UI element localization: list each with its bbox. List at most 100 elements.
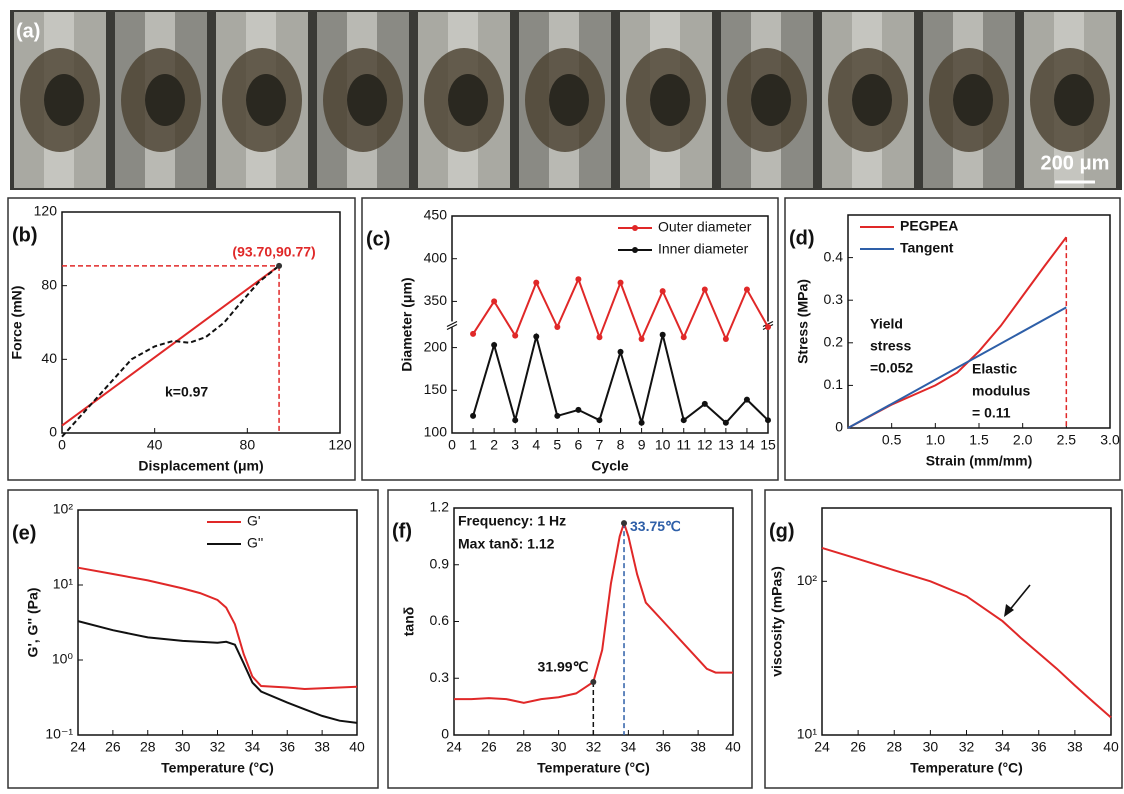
legend-label: Tangent [900, 240, 954, 256]
x-tick-label: 15 [760, 437, 776, 453]
legend-marker [632, 247, 638, 253]
data-point [596, 417, 603, 424]
x-tick-label: 40 [1103, 739, 1119, 755]
y-tick-label: 10¹ [797, 726, 818, 742]
x-tick-label: 8 [617, 437, 625, 453]
x-tick-label: 34 [245, 739, 261, 755]
x-tick-label: 3.0 [1100, 432, 1120, 448]
x-tick-label: 6 [575, 437, 583, 453]
y-tick-label: 10¹ [53, 576, 74, 592]
panel-label: (d) [789, 227, 815, 249]
point-label: 33.75℃ [630, 518, 681, 534]
y-tick-label: 0.3 [430, 669, 450, 685]
annotation: k=0.97 [165, 384, 208, 400]
y-axis-label: Stress (MPa) [795, 279, 811, 364]
x-tick-label: 5 [553, 437, 561, 453]
legend-label: Inner diameter [658, 241, 749, 257]
series-line [847, 236, 1068, 429]
series-line [77, 620, 358, 724]
x-tick-label: 2.0 [1013, 432, 1033, 448]
plot-frame [821, 507, 1112, 736]
y-tick-label: 40 [41, 350, 57, 366]
data-point [701, 286, 708, 293]
photo-strip [14, 12, 1116, 188]
y-tick-label: 0.9 [430, 555, 450, 571]
droplet-core [145, 74, 185, 126]
y-tick-label: 80 [41, 276, 57, 292]
panel-frame [784, 197, 1121, 481]
droplet-core [246, 74, 286, 126]
legend-marker [632, 225, 638, 231]
arrow-head [1004, 604, 1014, 617]
x-tick-label: 40 [725, 739, 741, 755]
panel-frame [361, 197, 779, 481]
panel-label: (c) [366, 228, 390, 250]
x-tick-label: 9 [638, 437, 646, 453]
droplet-core [44, 74, 84, 126]
data-point [743, 396, 750, 403]
x-tick-label: 26 [481, 739, 497, 755]
x-tick-label: 36 [279, 739, 295, 755]
series-line [61, 264, 280, 427]
data-point [617, 348, 624, 355]
x-tick-label: 40 [147, 437, 163, 453]
y-tick-label: 0.3 [824, 291, 844, 307]
point-label: (93.70,90.77) [232, 244, 315, 260]
x-tick-label: 26 [105, 739, 121, 755]
x-tick-label: 24 [70, 739, 86, 755]
x-tick-label: 0 [58, 437, 66, 453]
series-line [472, 332, 769, 427]
x-tick-label: 0.5 [882, 432, 902, 448]
x-tick-label: 0 [448, 437, 456, 453]
x-tick-label: 2 [490, 437, 498, 453]
y-tick-label: 120 [34, 203, 58, 219]
annotation: =0.052 [870, 360, 913, 376]
x-tick-label: 24 [446, 739, 462, 755]
data-point [512, 332, 519, 339]
legend-label: G'' [247, 535, 263, 551]
droplet-core [1054, 74, 1094, 126]
droplet-core [549, 74, 589, 126]
data-point [491, 342, 498, 349]
data-point [617, 279, 624, 286]
data-point [470, 330, 477, 337]
x-tick-label: 36 [1031, 739, 1047, 755]
data-point [638, 419, 645, 426]
x-axis-label: Temperature (°C) [161, 760, 274, 776]
data-point [722, 336, 729, 342]
droplet-core [953, 74, 993, 126]
highlight-point [621, 520, 628, 527]
data-point [638, 336, 645, 342]
x-tick-label: 32 [210, 739, 226, 755]
panel-label: (g) [769, 520, 795, 542]
x-axis-label: Temperature (°C) [910, 760, 1023, 776]
data-point [554, 324, 561, 331]
data-point [470, 412, 477, 419]
panel-label: (f) [392, 520, 412, 542]
y-axis-label: Force (mN) [9, 286, 25, 360]
legend-label: G' [247, 513, 261, 529]
x-tick-label: 14 [739, 437, 755, 453]
y-tick-label: 0.6 [430, 612, 450, 628]
y-tick-label: 10² [797, 572, 818, 588]
y-tick-label: 10² [53, 501, 74, 517]
x-tick-label: 3 [511, 437, 519, 453]
annotation: modulus [972, 383, 1031, 399]
y-axis-label: tanδ [401, 607, 417, 637]
x-tick-label: 1.0 [926, 432, 946, 448]
y-tick-label: 400 [424, 249, 448, 265]
droplet-core [448, 74, 488, 126]
x-tick-label: 30 [551, 739, 567, 755]
photo-panel: (a) 200 μm [10, 10, 1122, 190]
y-tick-label: 0.4 [824, 248, 844, 264]
y-tick-label: 0.1 [824, 376, 844, 392]
axis-break [446, 320, 458, 328]
x-tick-label: 38 [1067, 739, 1083, 755]
data-point [491, 298, 498, 305]
x-tick-label: 26 [850, 739, 866, 755]
y-tick-label: 10⁰ [52, 651, 74, 667]
data-point [722, 419, 729, 426]
data-point [512, 417, 519, 424]
data-point [596, 334, 603, 341]
